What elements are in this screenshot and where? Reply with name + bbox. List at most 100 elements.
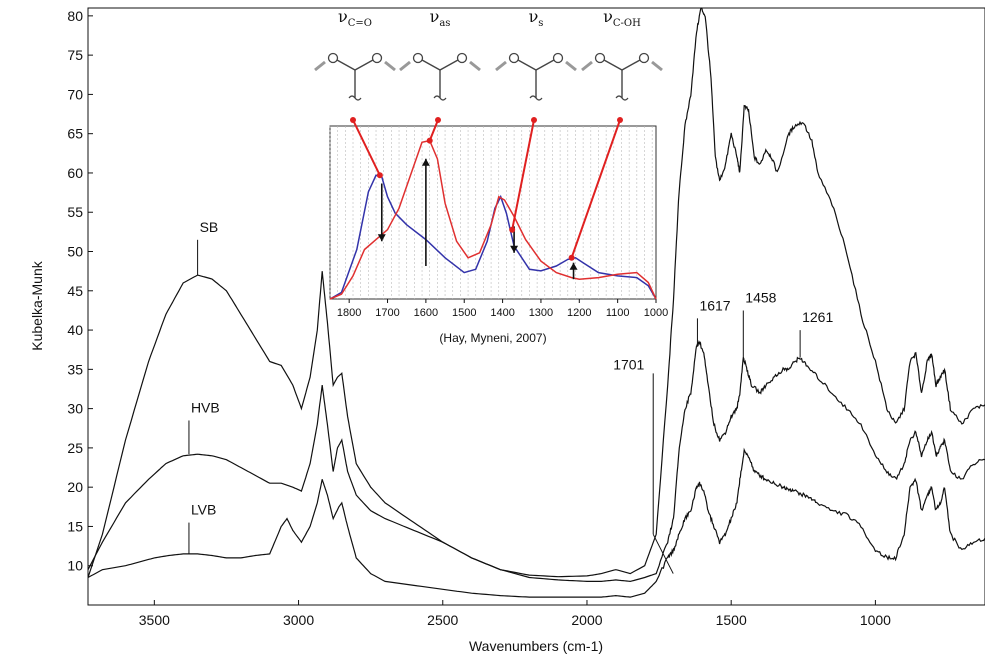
y-tick-label: 15 <box>67 518 83 534</box>
molecule-bond <box>354 59 374 71</box>
y-tick-label: 35 <box>67 361 83 377</box>
oxygen-atom <box>327 52 339 64</box>
vibration-arrow <box>384 60 396 72</box>
inset-x-tick-label: 1700 <box>375 307 399 319</box>
y-axis-title: Kubelka-Munk <box>29 260 45 350</box>
molecule-tail <box>433 95 447 101</box>
plot-frame <box>87 7 985 606</box>
oxygen-atom <box>552 52 564 64</box>
x-tick-label: 2500 <box>427 612 458 628</box>
annotation-label: 1617 <box>699 297 730 313</box>
oxygen-atom <box>456 52 468 64</box>
inset-x-tick-label: 1100 <box>606 307 630 319</box>
oxygen-atom <box>638 52 650 64</box>
x-axis-title: Wavenumbers (cm-1) <box>469 638 603 654</box>
vibration-arrow <box>651 60 663 72</box>
molecule-tail <box>615 95 629 101</box>
molecule-bond <box>336 59 356 71</box>
y-tick-label: 80 <box>67 8 83 24</box>
molecule-tail <box>348 95 362 101</box>
pointer-dot <box>426 137 433 144</box>
vibration-arrow <box>495 60 507 72</box>
annotation-label: SB <box>200 219 219 235</box>
y-tick-label: 75 <box>67 47 83 63</box>
inset-grid <box>329 126 653 299</box>
annotation-label: 1458 <box>745 290 776 306</box>
pointer-line <box>428 119 439 141</box>
inset-caption: (Hay, Myneni, 2007) <box>439 331 546 345</box>
pointer-dot <box>376 172 383 179</box>
x-tick-label: 1500 <box>716 612 747 628</box>
y-tick-label: 50 <box>67 244 83 260</box>
molecule-bond <box>603 59 623 71</box>
y-tick-label: 70 <box>67 86 83 102</box>
pointer-line <box>352 119 381 176</box>
inset-x-tick-label: 1300 <box>529 307 553 319</box>
inset-arrowhead <box>377 234 386 242</box>
inset-mode-label: νC=O <box>338 7 372 29</box>
annotation-label: HVB <box>191 399 220 415</box>
molecule-bond <box>517 59 537 71</box>
y-tick-label: 40 <box>67 322 83 338</box>
series-line-sb <box>87 7 985 578</box>
inset-x-tick-label: 1400 <box>490 307 514 319</box>
inset-mode-labels: νC=O νas νs νC-OH <box>338 7 641 29</box>
x-tick-label: 3000 <box>283 612 314 628</box>
inset-arrowhead <box>569 262 578 270</box>
inset-x-tick-label: 1000 <box>644 307 668 319</box>
series-line-hvb <box>87 340 985 583</box>
y-tick-label: 10 <box>67 558 83 574</box>
pointer-dot <box>568 254 575 261</box>
oxygen-atom <box>371 52 383 64</box>
inset-mode-label: νs <box>529 7 544 29</box>
molecule-bond <box>421 59 441 71</box>
inset-chart: 1800 1700 1600 1500 1400 1300 1200 1100 1000 (Ha… <box>314 7 668 345</box>
annotation-leader <box>652 534 674 574</box>
vibration-arrow <box>581 60 593 72</box>
vibration-arrow <box>565 60 577 72</box>
molecule-tail <box>529 95 543 101</box>
y-tick-label: 20 <box>67 479 83 495</box>
inset-arrowhead <box>510 245 519 253</box>
inset-x-axis: 1800 1700 1600 1500 1400 1300 1200 1100 1000 <box>337 299 668 319</box>
inset-x-tick-label: 1200 <box>567 307 591 319</box>
x-tick-label: 1000 <box>860 612 891 628</box>
x-tick-label: 3500 <box>139 612 170 628</box>
y-tick-label: 30 <box>67 401 83 417</box>
annotation-label: 1261 <box>802 309 833 325</box>
vibration-arrow <box>469 60 481 72</box>
pointer-line <box>570 119 621 259</box>
annotation-label: 1701 <box>613 356 644 372</box>
x-tick-label: 2000 <box>571 612 602 628</box>
molecule-bond <box>439 59 459 71</box>
oxygen-atom <box>508 52 520 64</box>
molecule-bond <box>621 59 641 71</box>
inset-spectrum-line <box>329 139 657 300</box>
inset-x-tick-label: 1800 <box>337 307 361 319</box>
x-axis: 3500 3000 2500 2000 1500 1000 <box>139 600 891 628</box>
y-tick-label: 55 <box>67 204 83 220</box>
inset-mode-label: νas <box>430 7 451 29</box>
series-line-lvb <box>87 447 985 598</box>
inset-arrowhead <box>421 158 430 166</box>
inset-frame <box>329 125 657 300</box>
y-tick-label: 60 <box>67 165 83 181</box>
series-layer <box>87 7 985 598</box>
pointer-line <box>511 119 535 230</box>
y-tick-label: 25 <box>67 440 83 456</box>
molecule-bond <box>535 59 555 71</box>
inset-x-tick-label: 1600 <box>414 307 438 319</box>
annotation-layer: SB HVB LVB 1617 1458 1261 1701 <box>188 219 833 574</box>
pointer-dot <box>509 226 516 233</box>
vibration-arrow <box>314 60 326 72</box>
y-axis: 10 15 20 25 30 35 40 45 50 55 60 65 70 75 80 <box>67 8 93 574</box>
oxygen-atom <box>412 52 424 64</box>
inset-molecules <box>314 52 663 261</box>
y-tick-label: 45 <box>67 283 83 299</box>
annotation-label: LVB <box>191 502 216 518</box>
y-tick-label: 65 <box>67 126 83 142</box>
vibration-arrow <box>399 60 411 72</box>
inset-x-tick-label: 1500 <box>452 307 476 319</box>
inset-mode-label: νC-OH <box>603 7 641 29</box>
